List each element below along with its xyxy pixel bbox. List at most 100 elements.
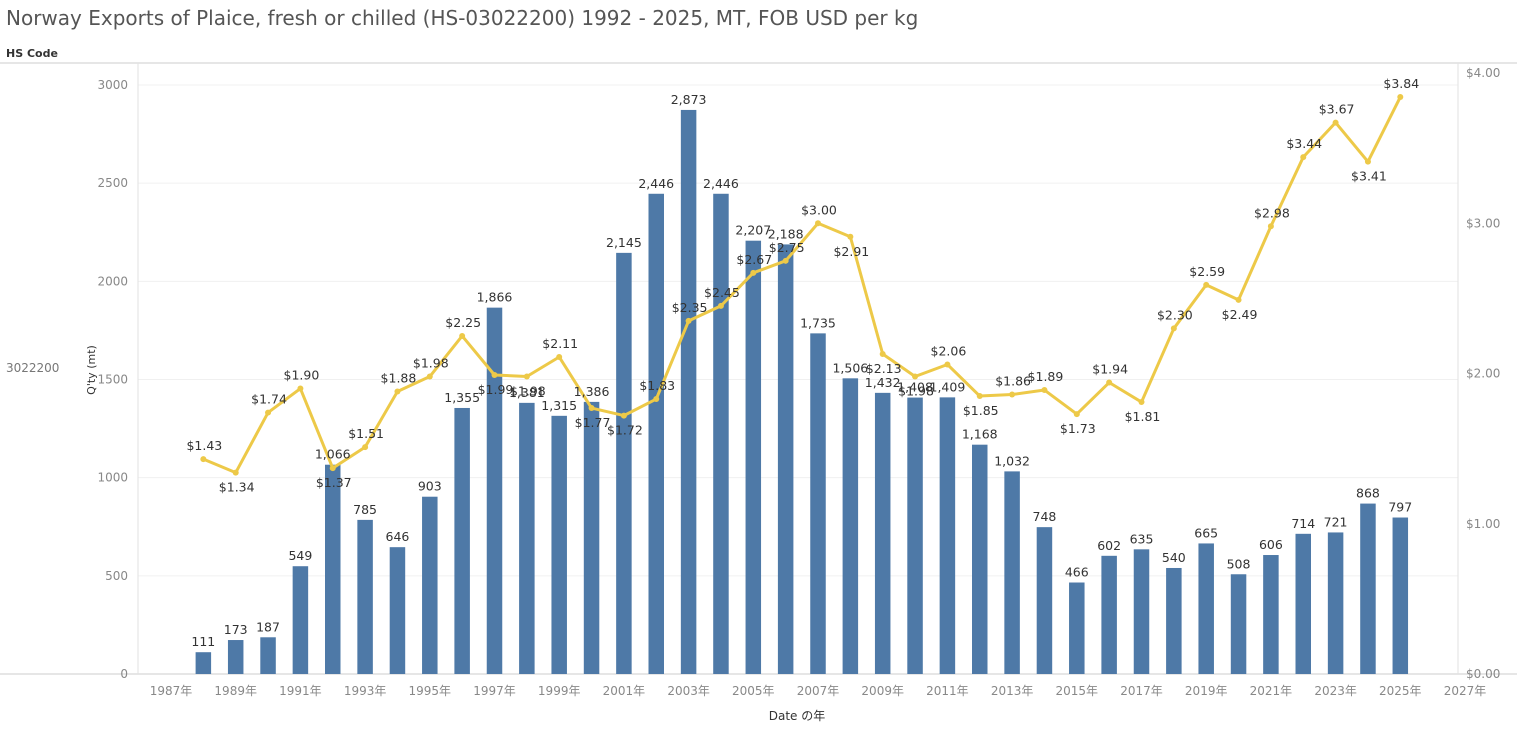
price-value-label: $3.84 xyxy=(1383,76,1419,91)
bar-value-label: 1,409 xyxy=(930,379,966,394)
bar-value-label: 665 xyxy=(1194,525,1218,540)
bar xyxy=(680,109,697,675)
x-tick-label: 1999年 xyxy=(538,684,581,698)
bar xyxy=(486,307,503,674)
price-value-label: $3.00 xyxy=(801,202,837,217)
price-value-label: $1.98 xyxy=(510,384,546,399)
bar xyxy=(939,397,956,674)
price-value-label: $1.94 xyxy=(1092,362,1128,377)
x-tick-label: 2023年 xyxy=(1314,684,1357,698)
price-value-label: $1.37 xyxy=(316,475,352,490)
price-value-label: $1.86 xyxy=(995,374,1031,389)
bar xyxy=(1295,533,1311,674)
price-value-label: $2.67 xyxy=(736,252,772,267)
price-point xyxy=(588,405,595,412)
y-tick-label: 1000 xyxy=(97,471,128,485)
bar xyxy=(519,402,535,674)
y2-tick-label: $3.00 xyxy=(1466,216,1500,230)
bar-value-label: 466 xyxy=(1065,565,1089,580)
hs-code-header: HS Code xyxy=(6,47,58,60)
bar-value-label: 2,145 xyxy=(606,235,642,250)
price-point xyxy=(879,350,886,357)
bar xyxy=(583,401,600,674)
price-value-label: $2.06 xyxy=(931,343,967,358)
bar xyxy=(777,244,794,674)
x-tick-label: 2019年 xyxy=(1185,684,1228,698)
bar xyxy=(1069,582,1085,674)
bar-value-label: 111 xyxy=(191,634,215,649)
bar-value-label: 1,355 xyxy=(444,390,480,405)
price-value-label: $2.25 xyxy=(445,315,481,330)
price-point xyxy=(685,317,692,324)
price-point xyxy=(847,233,854,240)
y-tick-label: 2500 xyxy=(97,176,128,190)
price-value-label: $2.98 xyxy=(1254,205,1290,220)
price-value-label: $2.75 xyxy=(769,240,805,255)
x-tick-label: 2009年 xyxy=(861,684,904,698)
x-tick-label: 2021年 xyxy=(1250,684,1293,698)
price-value-label: $2.35 xyxy=(672,300,708,315)
y-tick-label: 500 xyxy=(105,569,128,583)
bar xyxy=(1263,555,1279,674)
bar-value-label: 1,506 xyxy=(832,360,868,375)
bar xyxy=(874,392,891,674)
bar xyxy=(713,193,729,674)
price-point xyxy=(297,385,304,392)
price-point xyxy=(426,373,433,380)
x-tick-label: 1989年 xyxy=(214,684,257,698)
bar-value-label: 1,066 xyxy=(315,447,351,462)
bar-value-label: 714 xyxy=(1291,516,1315,531)
bar xyxy=(1004,471,1020,674)
x-tick-label: 2001年 xyxy=(603,684,646,698)
y-tick-label: 3000 xyxy=(97,78,128,92)
x-tick-label: 2005年 xyxy=(732,684,775,698)
bar xyxy=(325,464,341,674)
price-point xyxy=(200,456,207,463)
x-tick-label: 2011年 xyxy=(926,684,969,698)
bar xyxy=(1166,567,1182,674)
price-value-label: $1.85 xyxy=(963,403,999,418)
bar-value-label: 1,866 xyxy=(477,290,513,305)
price-point xyxy=(1170,325,1177,332)
bar xyxy=(195,652,212,674)
bar xyxy=(842,378,859,674)
price-point xyxy=(1041,387,1048,394)
y-axis-label: Q'ty (mt) xyxy=(85,345,98,395)
bar-value-label: 1,315 xyxy=(541,398,577,413)
y2-tick-label: $1.00 xyxy=(1466,517,1500,531)
bar xyxy=(745,240,762,675)
bar-value-label: 508 xyxy=(1227,556,1251,571)
price-value-label: $1.89 xyxy=(1028,369,1064,384)
bar xyxy=(1198,543,1214,674)
bar xyxy=(1360,503,1376,674)
price-value-label: $2.45 xyxy=(704,285,740,300)
x-tick-label: 2017年 xyxy=(1120,684,1163,698)
y-tick-label: 1500 xyxy=(97,373,128,387)
bar-value-label: 1,408 xyxy=(897,380,933,395)
x-tick-label: 2007年 xyxy=(797,684,840,698)
price-value-label: $1.74 xyxy=(251,392,287,407)
bar xyxy=(389,547,406,674)
price-point xyxy=(782,257,789,264)
price-point xyxy=(394,388,401,395)
price-value-label: $2.49 xyxy=(1222,307,1258,322)
price-point xyxy=(1235,296,1242,303)
price-point xyxy=(653,396,660,403)
price-value-label: $3.44 xyxy=(1286,136,1322,151)
price-point xyxy=(523,373,530,380)
bar xyxy=(972,444,988,674)
bar xyxy=(907,397,923,674)
price-point xyxy=(232,469,239,476)
price-value-label: $1.77 xyxy=(575,415,611,430)
bar-value-label: 797 xyxy=(1388,500,1412,515)
price-point xyxy=(1300,154,1307,161)
price-value-label: $1.90 xyxy=(284,368,320,383)
price-value-label: $1.88 xyxy=(381,371,417,386)
price-value-label: $1.98 xyxy=(898,384,934,399)
price-value-label: $1.83 xyxy=(639,378,675,393)
bar xyxy=(551,415,567,674)
bar-value-label: 785 xyxy=(353,502,377,517)
price-point xyxy=(1138,399,1145,406)
bar-value-label: 1,032 xyxy=(994,453,1030,468)
price-point xyxy=(815,220,821,227)
